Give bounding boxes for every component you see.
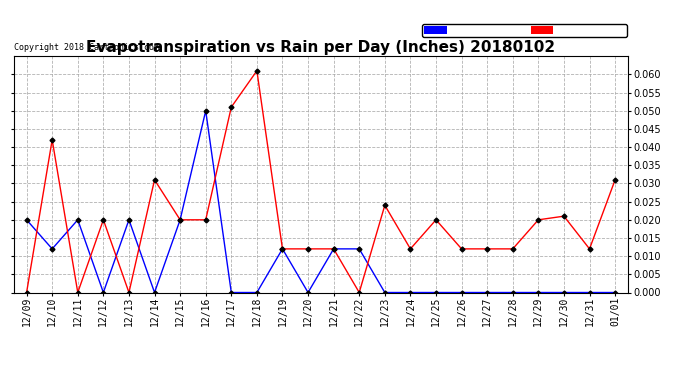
Title: Evapotranspiration vs Rain per Day (Inches) 20180102: Evapotranspiration vs Rain per Day (Inch… xyxy=(86,40,555,55)
Text: Copyright 2018 Cartronics.com: Copyright 2018 Cartronics.com xyxy=(14,42,159,51)
Legend: Rain  (Inches), ET  (Inches): Rain (Inches), ET (Inches) xyxy=(422,24,627,37)
